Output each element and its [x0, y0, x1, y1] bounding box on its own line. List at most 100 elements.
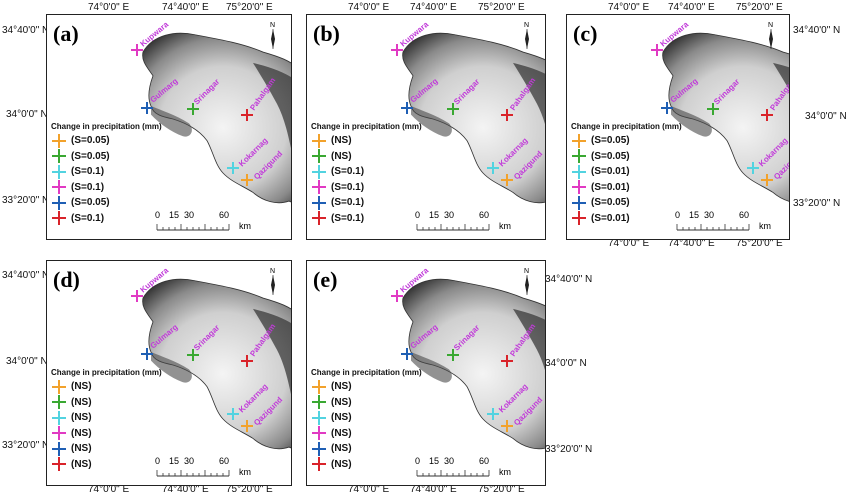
- panel-label: (c): [573, 21, 598, 46]
- lat-label-340: 34°0'0" N: [805, 111, 847, 122]
- svg-text:60: 60: [739, 210, 749, 220]
- plus-marker-icon: [52, 195, 66, 210]
- lon-label-top-74: 74°0'0" E: [348, 2, 390, 13]
- plus-marker-icon: [572, 133, 586, 148]
- svg-text:30: 30: [704, 210, 714, 220]
- plus-marker-icon: [312, 149, 326, 164]
- legend-item-gulmarg: (S=0.1): [311, 195, 422, 211]
- precipitation-legend: Change in precipitation (mm) (NS) (NS) (S=0…: [311, 122, 422, 226]
- svg-text:30: 30: [444, 210, 454, 220]
- station-marker-qazigund: [241, 420, 253, 432]
- panel-label: (a): [53, 21, 79, 46]
- lon-label-top-7440: 74°40'0" E: [162, 2, 209, 13]
- plus-marker-icon: [312, 164, 326, 179]
- lon-label-top-7520: 75°20'0" E: [226, 2, 273, 13]
- svg-text:N: N: [768, 22, 773, 29]
- precipitation-legend: Change in precipitation (mm) (S=0.05) (S=0…: [51, 122, 162, 226]
- lon-label-top-7440: 74°40'0" E: [668, 2, 715, 13]
- station-marker-gulmarg: [401, 348, 413, 360]
- station-marker-pahalgam: [761, 109, 773, 121]
- svg-text:0: 0: [155, 456, 160, 466]
- map-panel-b: Qazigund Srinagar Kokarnag Kupwara Gulmarg Pa…: [306, 14, 546, 240]
- legend-value: (NS): [71, 381, 92, 393]
- svg-text:15: 15: [689, 210, 699, 220]
- legend-item-pahalgam: (S=0.1): [311, 211, 422, 227]
- plus-marker-icon: [312, 441, 326, 456]
- plus-marker-icon: [52, 410, 66, 425]
- plus-marker-icon: [312, 395, 326, 410]
- scale-bar: 0 15 30 60 km: [413, 210, 523, 238]
- station-marker-pahalgam: [241, 109, 253, 121]
- legend-value: (S=0.1): [71, 212, 105, 224]
- legend-value: (S=0.1): [71, 181, 105, 193]
- legend-item-srinagar: (S=0.05): [51, 149, 162, 165]
- legend-item-gulmarg: (NS): [311, 441, 422, 457]
- north-arrow-icon: N: [519, 265, 535, 302]
- plus-marker-icon: [52, 426, 66, 441]
- legend-item-pahalgam: (NS): [311, 457, 422, 473]
- legend-item-kokarnag: (S=0.01): [571, 164, 682, 180]
- legend-item-pahalgam: (S=0.1): [51, 211, 162, 227]
- legend-item-pahalgam: (NS): [51, 457, 162, 473]
- station-marker-srinagar: [187, 103, 199, 115]
- legend-value: (NS): [331, 150, 352, 162]
- scale-bar: 0 15 30 60 km: [413, 456, 523, 484]
- svg-text:15: 15: [429, 210, 439, 220]
- svg-text:15: 15: [429, 456, 439, 466]
- svg-text:60: 60: [219, 210, 229, 220]
- legend-value: (S=0.05): [71, 150, 110, 162]
- mountain-ridge: [411, 352, 452, 383]
- scale-bar: 0 15 30 60 km: [153, 456, 263, 484]
- legend-value: (NS): [331, 427, 352, 439]
- legend-item-pahalgam: (S=0.01): [571, 211, 682, 227]
- legend-value: (NS): [331, 458, 352, 470]
- lon-label-bottom-7440: 74°40'0" E: [410, 484, 457, 495]
- legend-item-kupwara: (NS): [311, 426, 422, 442]
- legend-title: Change in precipitation (mm): [51, 368, 162, 377]
- svg-text:15: 15: [169, 456, 179, 466]
- mountain-ridge: [773, 62, 789, 90]
- legend-item-srinagar: (NS): [51, 395, 162, 411]
- legend-item-kokarnag: (S=0.1): [51, 164, 162, 180]
- mountain-ridge: [411, 106, 452, 137]
- legend-item-gulmarg: (NS): [51, 441, 162, 457]
- plus-marker-icon: [312, 426, 326, 441]
- station-marker-qazigund: [761, 174, 773, 186]
- lon-label-bottom-7520: 75°20'0" E: [478, 484, 525, 495]
- station-marker-kokarnag: [227, 408, 239, 420]
- legend-item-kokarnag: (NS): [51, 410, 162, 426]
- scale-bar: 0 15 30 60 km: [153, 210, 263, 238]
- svg-text:30: 30: [444, 456, 454, 466]
- lat-label-340: 34°0'0" N: [545, 358, 587, 369]
- lat-label-340: 34°0'0" N: [6, 356, 48, 367]
- scale-bar: 0 15 30 60 km: [673, 210, 783, 238]
- plus-marker-icon: [52, 180, 66, 195]
- north-arrow-icon: N: [763, 19, 779, 56]
- station-marker-srinagar: [447, 103, 459, 115]
- legend-item-qazigund: (NS): [311, 379, 422, 395]
- plus-marker-icon: [572, 149, 586, 164]
- mountain-ridge: [671, 106, 712, 137]
- svg-text:N: N: [270, 268, 275, 275]
- plus-marker-icon: [312, 410, 326, 425]
- legend-item-kupwara: (S=0.1): [51, 180, 162, 196]
- plus-marker-icon: [52, 441, 66, 456]
- legend-item-kokarnag: (S=0.1): [311, 164, 422, 180]
- north-arrow-icon: N: [265, 19, 281, 56]
- svg-text:0: 0: [415, 456, 420, 466]
- plus-marker-icon: [312, 379, 326, 394]
- station-marker-kokarnag: [487, 408, 499, 420]
- legend-title: Change in precipitation (mm): [51, 122, 162, 131]
- mountain-ridge: [151, 106, 192, 137]
- panel-label: (d): [53, 267, 80, 292]
- plus-marker-icon: [312, 211, 326, 226]
- mountain-ridge: [151, 352, 192, 383]
- legend-item-gulmarg: (S=0.05): [51, 195, 162, 211]
- station-marker-gulmarg: [401, 102, 413, 114]
- legend-value: (S=0.05): [591, 150, 630, 162]
- svg-text:15: 15: [169, 210, 179, 220]
- station-marker-kupwara: [131, 290, 143, 302]
